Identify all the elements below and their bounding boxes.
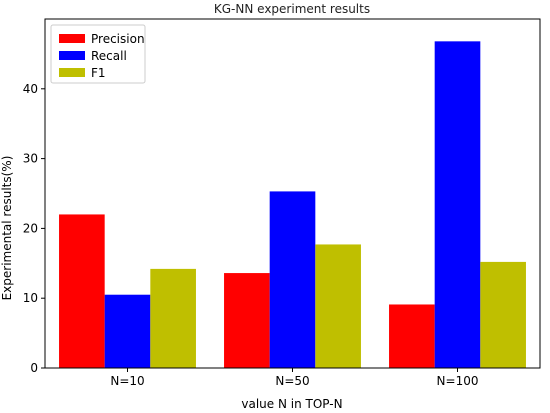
y-tick-label: 10	[23, 291, 38, 305]
bar-precision-n50	[224, 273, 270, 368]
y-tick-label: 0	[30, 361, 38, 375]
bar-precision-n10	[59, 214, 105, 368]
legend-label-recall: Recall	[91, 49, 127, 63]
x-tick-label: N=100	[437, 374, 479, 388]
x-tick-label: N=50	[275, 374, 309, 388]
y-tick-label: 30	[23, 152, 38, 166]
bar-f1-n100	[480, 261, 526, 368]
plot-area: 0 10 20 30 40 N=10 N=50 N=100 Precision Recall F1	[23, 18, 541, 388]
chart-title: KG-NN experiment results	[214, 2, 370, 16]
legend-swatch-f1	[59, 68, 85, 77]
legend-swatch-precision	[59, 34, 85, 43]
bar-f1-n50	[315, 244, 361, 368]
bar-precision-n100	[389, 304, 435, 368]
legend-swatch-recall	[59, 51, 85, 60]
bar-f1-n10	[150, 268, 196, 368]
legend-label-precision: Precision	[91, 32, 145, 46]
y-tick-label: 20	[23, 221, 38, 235]
bar-recall-n100	[434, 41, 481, 369]
bar-recall-n10	[104, 294, 151, 368]
legend-label-f1: F1	[91, 66, 106, 80]
x-tick-label: N=10	[110, 374, 144, 388]
y-tick-label: 40	[23, 82, 38, 96]
bar-recall-n50	[269, 191, 316, 368]
y-axis-label: Experimental results(%)	[0, 156, 14, 301]
x-axis-label: value N in TOP-N	[241, 397, 342, 411]
